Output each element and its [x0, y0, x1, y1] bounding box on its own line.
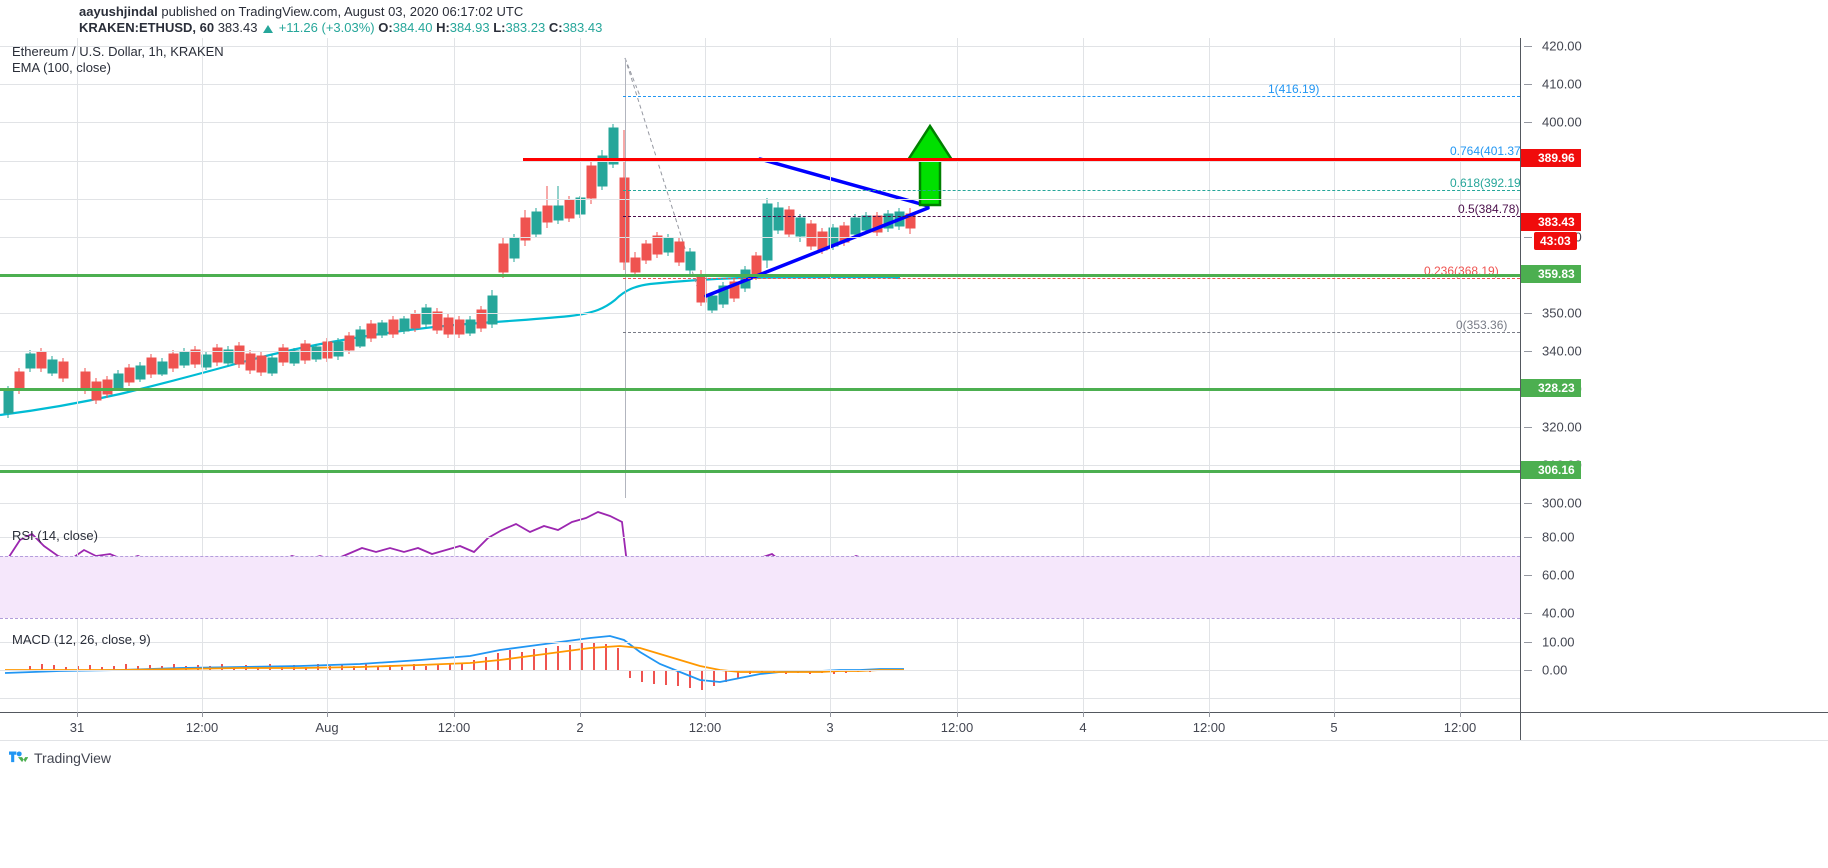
- time-tick-8: 4: [1079, 720, 1087, 735]
- macd-line: [4, 635, 904, 683]
- rsi-plot[interactable]: RSI (14, close): [0, 508, 1520, 630]
- macd-tick-0: 0.00: [1542, 662, 1568, 678]
- header-high-label: H:: [436, 20, 450, 35]
- time-tick-6: 3: [826, 720, 834, 735]
- fib-line-05: [623, 216, 1520, 217]
- support-line-359: [0, 274, 1520, 277]
- price-badge-306: 306.16: [1520, 461, 1581, 479]
- macd-axis[interactable]: 10.00 0.00: [1520, 630, 1828, 712]
- header-published: published on TradingView.com, August 03,…: [161, 4, 524, 19]
- candle-series: [3, 124, 916, 418]
- time-axis-right-separator: [1520, 712, 1521, 740]
- rsi-tick-80: 80.00: [1542, 529, 1575, 545]
- macd-tick-10: 10.00: [1542, 634, 1575, 650]
- macd-pane[interactable]: MACD (12, 26, close, 9) 10.00 0.00: [0, 630, 1828, 712]
- price-tick-350: 350.00: [1542, 305, 1582, 321]
- macd-signal-line: [5, 645, 904, 673]
- price-tick-320: 320.00: [1542, 419, 1582, 435]
- rsi-lower-band-line: [0, 618, 1520, 619]
- price-tick-420: 420.00: [1542, 38, 1582, 54]
- tradingview-logo[interactable]: TradingView: [8, 749, 111, 767]
- header-author: aayushjindal: [79, 4, 158, 19]
- arrow-up-icon: [263, 25, 274, 33]
- price-axis-separator: [1520, 38, 1521, 508]
- tradingview-icon: [9, 751, 28, 763]
- time-tick-2: Aug: [315, 720, 339, 735]
- fib-label-0: 0(353.36): [1456, 318, 1508, 332]
- ema-100-line: [0, 275, 901, 417]
- rsi-axis[interactable]: 80.00 60.00 40.00: [1520, 508, 1828, 630]
- countdown-badge: 43:03: [1534, 232, 1577, 250]
- fib-line-0236: [623, 278, 1520, 279]
- time-axis[interactable]: 31 12:00 Aug 12:00 2 12:00 3 12:00 4 12:…: [0, 712, 1828, 740]
- header-close-value: 383.43: [562, 20, 603, 35]
- fib-label-1: 1(416.19): [1268, 82, 1320, 96]
- time-tick-9: 12:00: [1192, 720, 1226, 735]
- chart-header: aayushjindal published on TradingView.co…: [0, 0, 1828, 36]
- header-open-label: O:: [378, 20, 393, 35]
- macd-study-title: MACD (12, 26, close, 9): [12, 632, 151, 647]
- fib-trend-connector-2: [624, 57, 641, 97]
- time-tick-1: 12:00: [185, 720, 219, 735]
- macd-plot[interactable]: MACD (12, 26, close, 9): [0, 630, 1520, 712]
- price-axis[interactable]: 420.00 410.00 400.00 370.00 350.00 340.0…: [1520, 38, 1828, 511]
- rsi-axis-separator: [1520, 508, 1521, 630]
- price-badge-359: 359.83: [1520, 265, 1581, 283]
- time-tick-4: 2: [576, 720, 584, 735]
- price-tick-410: 410.00: [1542, 76, 1582, 92]
- time-tick-3: 12:00: [437, 720, 471, 735]
- time-tick-5: 12:00: [688, 720, 722, 735]
- time-axis-separator: [0, 712, 1828, 713]
- time-tick-0: 31: [69, 720, 85, 735]
- header-symbol: KRAKEN:ETHUSD, 60: [79, 20, 215, 35]
- header-attribution: aayushjindal published on TradingView.co…: [79, 4, 523, 19]
- triangle-pattern-lines: [704, 157, 930, 298]
- header-change: +11.26 (+3.03%): [278, 20, 375, 35]
- fib-label-05: 0.5(384.78): [1458, 202, 1520, 216]
- price-badge-last: 383.43: [1520, 213, 1581, 231]
- rsi-band: [0, 556, 1520, 618]
- price-plot[interactable]: 1(416.19) 0.764(401.37) 0.618(392.19) 0.…: [0, 38, 1520, 508]
- time-tick-11: 12:00: [1443, 720, 1477, 735]
- price-tick-340: 340.00: [1542, 343, 1582, 359]
- header-high-value: 384.93: [449, 20, 490, 35]
- macd-histogram: [29, 642, 907, 690]
- price-tick-400: 400.00: [1542, 114, 1582, 130]
- rsi-pane[interactable]: RSI (14, close) 80.00 60.00 40.00: [0, 508, 1828, 630]
- footer: TradingView: [0, 740, 1828, 868]
- header-low-value: 383.23: [505, 20, 546, 35]
- time-tick-10: 5: [1330, 720, 1338, 735]
- price-badge-328: 328.23: [1520, 379, 1581, 397]
- price-badge-resistance: 389.96: [1520, 149, 1581, 167]
- header-last-price: 383.43: [217, 20, 258, 35]
- support-line-328: [0, 388, 1520, 391]
- rsi-tick-40: 40.00: [1542, 605, 1575, 621]
- macd-axis-separator: [1520, 630, 1521, 712]
- header-low-label: L:: [493, 20, 506, 35]
- price-pane[interactable]: 1(416.19) 0.764(401.37) 0.618(392.19) 0.…: [0, 38, 1828, 511]
- price-series-svg: [0, 57, 955, 418]
- fib-line-0618: [623, 190, 1520, 191]
- time-tick-7: 12:00: [940, 720, 974, 735]
- chart-title: Ethereum / U.S. Dollar, 1h, KRAKEN: [12, 44, 224, 59]
- macd-series-svg: [4, 635, 907, 690]
- header-quote: KRAKEN:ETHUSD, 60 383.43 +11.26 (+3.03%)…: [79, 20, 602, 35]
- rsi-upper-band-line: [0, 556, 1520, 557]
- price-tick-300: 300.00: [1542, 495, 1582, 511]
- fib-line-0: [623, 332, 1520, 333]
- fib-label-0764: 0.764(401.37): [1450, 144, 1520, 158]
- support-line-306: [0, 470, 1520, 473]
- rsi-tick-60: 60.00: [1542, 567, 1575, 583]
- fib-line-1: [623, 96, 1520, 97]
- resistance-line-389: [523, 158, 1520, 161]
- ema-study-title: EMA (100, close): [12, 60, 111, 75]
- bullish-arrow-annotation: [905, 123, 955, 207]
- rsi-study-title: RSI (14, close): [12, 528, 98, 543]
- fib-label-0618: 0.618(392.19): [1450, 176, 1520, 190]
- header-open-value: 384.40: [392, 20, 433, 35]
- header-close-label: C:: [548, 20, 563, 35]
- tradingview-brand: TradingView: [34, 750, 112, 766]
